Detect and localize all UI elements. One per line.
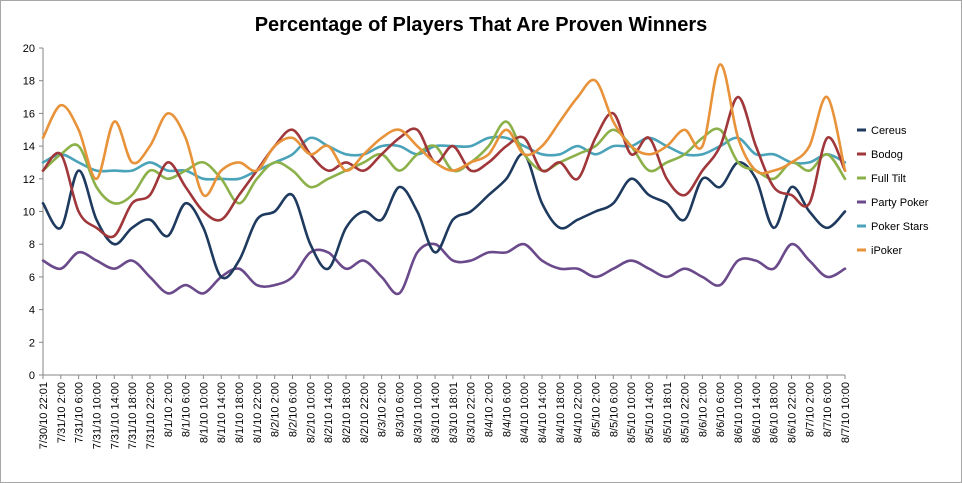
x-tick-label: 8/3/10 14:00	[430, 382, 442, 443]
series-lines	[41, 63, 847, 296]
x-tick-label: 8/2/10 2:00	[270, 382, 282, 437]
x-tick-label: 8/4/10 14:00	[537, 382, 549, 443]
series-line-bodog	[41, 95, 847, 239]
legend-label: Full Tilt	[871, 173, 906, 185]
x-tick-label: 7/30/10 22:01	[38, 382, 50, 449]
x-tick-label: 8/5/10 2:00	[590, 382, 602, 437]
y-tick-label: 2	[29, 337, 35, 349]
x-tick-label: 8/2/10 10:00	[305, 382, 317, 443]
x-tick-label: 8/6/10 10:00	[733, 382, 745, 443]
x-tick-label: 8/1/10 6:00	[181, 382, 193, 437]
x-tick-label: 8/6/10 22:00	[787, 382, 799, 443]
legend-label: Poker Stars	[871, 221, 929, 233]
x-tick-label: 8/3/10 2:00	[377, 382, 389, 437]
x-tick-label: 8/6/10 14:00	[751, 382, 763, 443]
y-tick-label: 18	[23, 76, 35, 88]
legend-label: Bodog	[871, 149, 903, 161]
y-tick-label: 10	[23, 207, 35, 219]
x-tick-label: 8/2/10 22:00	[359, 382, 371, 443]
x-tick-label: 8/5/10 14:00	[644, 382, 656, 443]
y-tick-label: 12	[23, 174, 35, 186]
series-line-full-tilt	[41, 120, 847, 205]
x-tick-label: 7/31/10 10:00	[91, 382, 103, 449]
legend: Cereus Bodog Full Tilt Party Poker Poker Sta…	[857, 125, 929, 257]
x-tick-label: 8/6/10 2:00	[697, 382, 709, 437]
x-tick-label: 8/2/10 18:00	[341, 382, 353, 443]
x-tick-label: 8/4/10 22:00	[573, 382, 585, 443]
y-axis-ticks: 0 2 4 6 8 10 12 14 16 18 20	[23, 43, 43, 382]
y-tick-label: 4	[29, 305, 35, 317]
x-tick-label: 8/2/10 6:00	[288, 382, 300, 437]
x-tick-label: 7/31/10 14:00	[109, 382, 121, 449]
series-line-ipoker	[41, 63, 847, 198]
x-tick-label: 8/7/10 6:00	[822, 382, 834, 437]
y-tick-label: 14	[23, 141, 35, 153]
x-tick-label: 7/31/10 18:00	[127, 382, 139, 449]
x-tick-label: 8/6/10 18:00	[769, 382, 781, 443]
x-tick-label: 7/31/10 6:00	[74, 382, 86, 443]
x-tick-label: 8/1/10 18:00	[234, 382, 246, 443]
x-tick-label: 8/4/10 10:00	[519, 382, 531, 443]
legend-label: Cereus	[871, 125, 907, 137]
x-tick-label: 8/4/10 6:00	[501, 382, 513, 437]
x-tick-label: 8/1/10 22:00	[252, 382, 264, 443]
x-tick-label: 8/1/10 2:00	[163, 382, 175, 437]
x-tick-label: 8/7/10 10:00	[840, 382, 852, 443]
y-tick-label: 8	[29, 239, 35, 251]
x-tick-label: 8/2/10 14:00	[323, 382, 335, 443]
legend-label: iPoker	[871, 245, 903, 257]
x-tick-label: 8/4/10 2:00	[484, 382, 496, 437]
x-tick-label: 8/7/10 2:00	[804, 382, 816, 437]
x-tick-label: 8/3/10 22:00	[466, 382, 478, 443]
series-line-party-poker	[41, 242, 847, 296]
chart-title: Percentage of Players That Are Proven Wi…	[254, 14, 708, 36]
y-tick-label: 6	[29, 272, 35, 284]
x-tick-label: 8/4/10 18:00	[555, 382, 567, 443]
x-tick-label: 8/1/10 10:00	[198, 382, 210, 443]
axes	[42, 48, 845, 376]
x-tick-label: 8/3/10 18:01	[448, 382, 460, 443]
x-tick-label: 8/5/10 6:00	[608, 382, 620, 437]
x-tick-label: 8/5/10 18:01	[662, 382, 674, 443]
x-tick-label: 8/1/10 14:00	[216, 382, 228, 443]
y-tick-label: 16	[23, 108, 35, 120]
x-tick-label: 7/31/10 22:00	[145, 382, 157, 449]
series-line-cereus	[41, 152, 847, 280]
x-tick-label: 8/5/10 22:00	[680, 382, 692, 443]
x-tick-label: 7/31/10 2:00	[56, 382, 68, 443]
x-tick-label: 8/3/10 6:00	[394, 382, 406, 437]
x-tick-label: 8/5/10 10:00	[626, 382, 638, 443]
x-tick-label: 8/3/10 10:00	[412, 382, 424, 443]
x-tick-label: 8/6/10 6:00	[715, 382, 727, 437]
legend-label: Party Poker	[871, 197, 929, 209]
y-tick-label: 0	[29, 370, 35, 382]
x-axis-ticks: 7/30/10 22:01 7/31/10 2:00 7/31/10 6:00 7/3…	[38, 375, 852, 449]
y-tick-label: 20	[23, 43, 35, 55]
